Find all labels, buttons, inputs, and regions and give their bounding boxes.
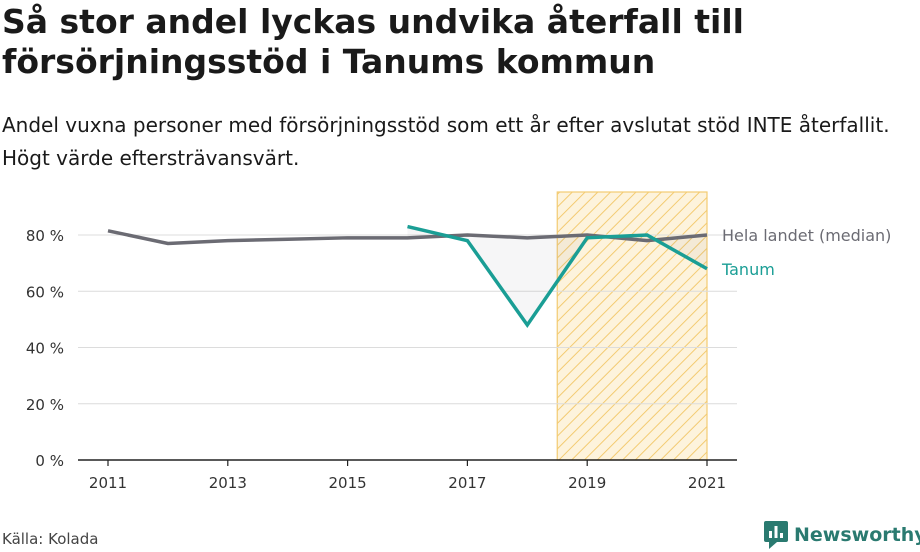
chart-subtitle: Andel vuxna personer med försörjningsstö… <box>2 113 890 170</box>
x-tick-label: 2021 <box>688 474 726 492</box>
y-tick-label: 60 % <box>26 283 64 301</box>
x-tick-label: 2011 <box>89 474 127 492</box>
y-tick-label: 40 % <box>26 340 64 358</box>
highlight-region <box>556 191 708 461</box>
series-label: Tanum <box>721 260 775 279</box>
series-label: Hela landet (median) <box>722 226 891 245</box>
series-line <box>407 224 708 329</box>
y-tick-label: 20 % <box>26 396 64 414</box>
y-tick-label: 0 % <box>35 452 64 470</box>
x-tick-label: 2019 <box>568 474 606 492</box>
x-tick-label: 2013 <box>209 474 247 492</box>
newsworthy-chart-bubble-icon <box>764 521 788 549</box>
logo-text: Newsworthy <box>794 524 920 546</box>
chart-title: Så stor andel lyckas undvika återfall ti… <box>2 2 744 81</box>
y-tick-label: 80 % <box>26 227 64 245</box>
source-note: Källa: Kolada <box>2 530 99 548</box>
x-tick-label: 2017 <box>448 474 486 492</box>
difference-area <box>407 226 707 325</box>
x-tick-label: 2015 <box>329 474 367 492</box>
newsworthy-logo: Newsworthy <box>764 520 920 550</box>
